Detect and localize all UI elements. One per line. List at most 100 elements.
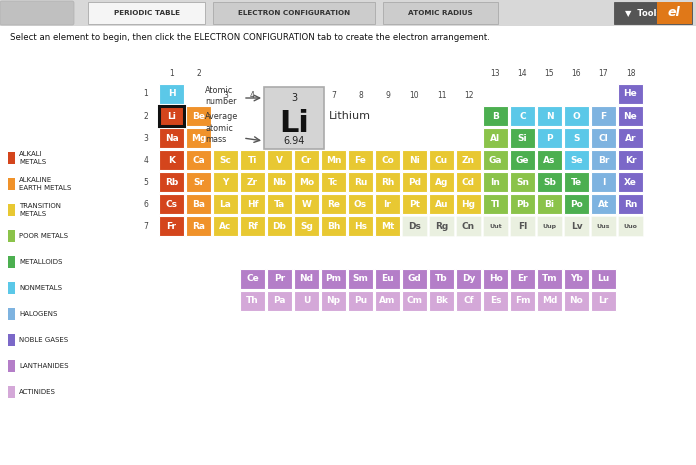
Text: Zn: Zn [462,155,475,165]
Bar [483,150,508,170]
Text: Ag: Ag [435,178,448,186]
Text: Cn: Cn [462,221,475,231]
Text: Ho: Ho [489,274,503,283]
Bar [564,106,589,126]
Text: Er: Er [517,274,528,283]
Text: Ba: Ba [192,199,205,208]
Bar [159,150,184,170]
Bar [159,128,184,148]
FancyBboxPatch shape [213,2,375,24]
Text: S: S [574,133,580,142]
Text: Lu: Lu [597,274,610,283]
Text: HALOGENS: HALOGENS [19,311,57,317]
Text: As: As [544,155,555,165]
Bar [618,194,643,214]
Text: Cd: Cd [462,178,475,186]
Bar [186,128,211,148]
Bar [8,334,15,346]
Text: Fe: Fe [354,155,366,165]
Bar [510,150,535,170]
FancyBboxPatch shape [0,1,74,25]
Text: Pd: Pd [408,178,421,186]
Text: 5: 5 [277,91,282,100]
Text: 12: 12 [464,91,473,100]
Bar [618,84,643,104]
Text: 8: 8 [358,91,363,100]
Bar [240,194,265,214]
Text: 18: 18 [626,68,635,78]
Text: 6.94: 6.94 [283,136,305,146]
Text: Ge: Ge [516,155,529,165]
Text: 9: 9 [385,91,390,100]
Text: Y: Y [222,178,229,186]
Text: Sb: Sb [543,178,556,186]
Bar [321,194,346,214]
Text: Sm: Sm [353,274,368,283]
Bar [294,216,319,236]
Bar [456,172,481,192]
Text: Pu: Pu [354,296,367,306]
Text: Hg: Hg [461,199,475,208]
Bar [375,172,400,192]
Bar [294,194,319,214]
Bar [321,269,346,289]
Bar [591,128,616,148]
Text: C: C [519,112,525,120]
Text: Lr: Lr [599,296,608,306]
Text: H: H [168,89,175,99]
Text: Lithium: Lithium [329,111,371,121]
Bar [537,194,562,214]
Text: Fm: Fm [515,296,530,306]
Text: Nd: Nd [299,274,313,283]
Bar [618,106,643,126]
Text: Mo: Mo [299,178,314,186]
Text: Sg: Sg [300,221,313,231]
Text: Po: Po [570,199,583,208]
Text: Tc: Tc [329,178,339,186]
Text: Be: Be [192,112,205,120]
Bar [159,106,184,126]
Bar [564,128,589,148]
Text: Ir: Ir [383,199,391,208]
Bar [402,269,427,289]
Bar [429,291,454,311]
Text: Rn: Rn [624,199,637,208]
Text: Li: Li [167,112,176,120]
Text: ALKALINE
EARTH METALS: ALKALINE EARTH METALS [19,177,71,191]
Text: 6: 6 [304,91,309,100]
Text: U: U [303,296,310,306]
Bar [159,194,184,214]
Text: Rf: Rf [247,221,258,231]
Bar [537,216,562,236]
Bar [213,150,238,170]
Bar [537,106,562,126]
Bar [564,291,589,311]
Bar [348,172,373,192]
Bar [348,291,373,311]
Text: 7: 7 [143,221,148,231]
Bar [213,172,238,192]
Bar [267,216,292,236]
Bar [564,150,589,170]
Bar [591,269,616,289]
Text: La: La [219,199,232,208]
Bar [186,106,211,126]
Text: 11: 11 [437,91,446,100]
Text: In: In [491,178,500,186]
Text: P: P [546,133,553,142]
Text: Bi: Bi [544,199,555,208]
Text: ALKALI
METALS: ALKALI METALS [19,151,46,165]
Bar [186,194,211,214]
Bar [8,308,15,320]
Bar [537,291,562,311]
Text: Sr: Sr [193,178,204,186]
Text: Co: Co [381,155,394,165]
Text: 3: 3 [223,91,228,100]
Bar [510,216,535,236]
Bar [456,291,481,311]
Text: Fl: Fl [518,221,527,231]
Text: Pm: Pm [326,274,342,283]
Text: Na: Na [165,133,178,142]
Bar [510,106,535,126]
Bar [348,269,373,289]
